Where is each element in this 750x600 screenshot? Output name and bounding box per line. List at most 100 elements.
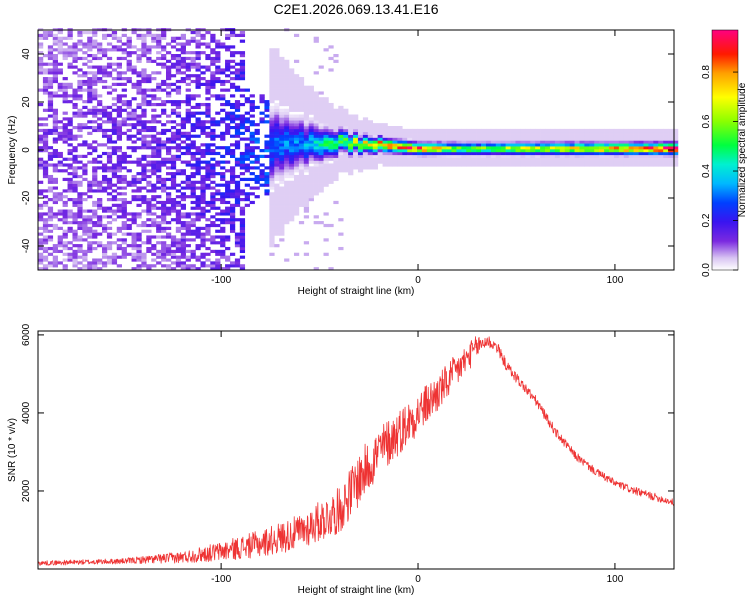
spectrogram-cell	[303, 102, 310, 107]
spectrogram-cell	[633, 157, 639, 161]
spectrogram-cell	[151, 108, 157, 112]
spectrogram-cell	[269, 56, 275, 61]
spectrogram-cell	[126, 100, 132, 104]
spectrogram-cell	[239, 114, 246, 118]
spectrogram-cell	[185, 232, 191, 236]
spectrogram-cell	[348, 166, 354, 170]
spectrogram-cell	[333, 54, 339, 58]
spectrogram-cell	[210, 151, 216, 156]
spectrogram-cell	[579, 160, 585, 164]
spectrogram-cell	[92, 126, 98, 130]
spectrogram-cell	[229, 143, 236, 147]
spectrogram-cell	[663, 146, 669, 150]
spectrogram-cell	[141, 68, 147, 72]
spectrogram-cell	[82, 88, 88, 92]
spectrogram-cell	[156, 200, 162, 205]
spectrogram-cell	[564, 131, 570, 135]
spectrogram-cell	[249, 114, 255, 118]
spectrogram-cell	[372, 166, 378, 170]
spectrogram-cell	[279, 62, 285, 66]
spectrogram-cell	[57, 137, 63, 141]
spectrogram-cell	[628, 146, 634, 150]
spectrogram-cell	[141, 209, 147, 213]
spectrogram-cell	[170, 177, 177, 182]
spectrogram-cell	[229, 221, 236, 225]
spectrogram-cell	[234, 126, 241, 130]
spectrogram-cell	[57, 241, 63, 245]
spectrogram-cell	[62, 209, 68, 213]
spectrogram-cell	[269, 192, 275, 196]
spectrogram-cell	[165, 120, 172, 124]
spectrogram-cell	[264, 172, 270, 176]
spectrogram-cell	[210, 186, 216, 190]
spectrogram-cell	[367, 146, 374, 150]
spectrogram-cell	[249, 200, 255, 205]
spectrogram-cell	[106, 206, 113, 210]
spectrogram-cell	[101, 151, 108, 156]
spectrogram-cell	[175, 85, 182, 89]
spectrogram-cell	[353, 166, 359, 170]
spectrogram-cell	[239, 51, 246, 55]
spectrogram-cell	[170, 140, 177, 144]
spectrogram-cell	[525, 134, 531, 138]
spectrogram-cell	[269, 111, 275, 115]
spectrogram-cell	[313, 154, 319, 158]
spectrogram-cell	[190, 154, 196, 158]
spectrogram-cell	[274, 65, 280, 69]
spectrogram-cell	[520, 131, 526, 135]
spectrogram-cell	[412, 160, 418, 164]
spectrogram-cell	[362, 163, 369, 167]
spectrogram-cell	[289, 79, 295, 84]
spectrogram-cell	[92, 94, 98, 98]
spectrogram-cell	[535, 146, 541, 150]
spectrogram-cell	[417, 137, 423, 141]
spectrogram-cell	[658, 134, 664, 138]
spectrogram-cell	[397, 151, 403, 156]
spectrogram-cell	[382, 160, 388, 164]
spectrogram-cell	[323, 154, 329, 158]
spectrogram-cell	[289, 71, 295, 75]
spectrogram-cell	[323, 172, 329, 176]
spectrogram-cell	[156, 166, 162, 170]
spectrogram-cell	[623, 157, 630, 161]
spectrogram-cell	[141, 174, 147, 179]
spectrogram-cell	[136, 102, 142, 107]
spectrogram-cell	[628, 131, 634, 135]
spectrogram-cell	[284, 77, 290, 81]
spectrogram-cell	[97, 154, 103, 158]
spectrogram-cell	[131, 255, 137, 259]
spectrogram-cell	[274, 223, 280, 228]
spectrogram-cell	[333, 200, 339, 205]
spectrogram-cell	[146, 134, 152, 138]
spectrogram-cell	[210, 261, 216, 265]
spectrogram-cell	[318, 111, 324, 115]
spectrogram-cell	[446, 154, 452, 158]
spectrogram-cell	[328, 177, 334, 182]
spectrogram-cell	[318, 126, 324, 130]
spectrogram-cell	[210, 120, 216, 124]
spectrogram-cell	[205, 91, 211, 95]
spectrogram-cell	[540, 151, 546, 156]
spectrogram-cell	[303, 169, 310, 173]
spectrogram-cell	[185, 226, 191, 230]
spectrogram-cell	[72, 198, 78, 202]
spectrogram-cell	[229, 203, 236, 207]
spectrogram-cell	[126, 169, 132, 173]
spectrogram-cell	[372, 157, 378, 161]
spectrogram-cell	[205, 252, 211, 256]
spectrogram-cell	[131, 174, 137, 179]
spectrogram-cell	[72, 264, 78, 268]
spectrogram-cell	[156, 163, 162, 167]
spectrogram-cell	[210, 264, 216, 268]
spectrogram-cell	[279, 131, 285, 135]
spectrogram-cell	[185, 68, 191, 72]
spectrogram-cell	[269, 252, 275, 256]
spectrogram-cell	[97, 126, 103, 130]
spectrogram-cell	[485, 131, 492, 135]
spectrogram-cell	[377, 143, 383, 147]
spectrogram-cell	[97, 232, 103, 236]
spectrogram-cell	[161, 30, 167, 35]
spectrogram-cell	[151, 252, 157, 256]
spectrogram-cell	[190, 166, 196, 170]
spectrogram-cell	[42, 174, 49, 179]
